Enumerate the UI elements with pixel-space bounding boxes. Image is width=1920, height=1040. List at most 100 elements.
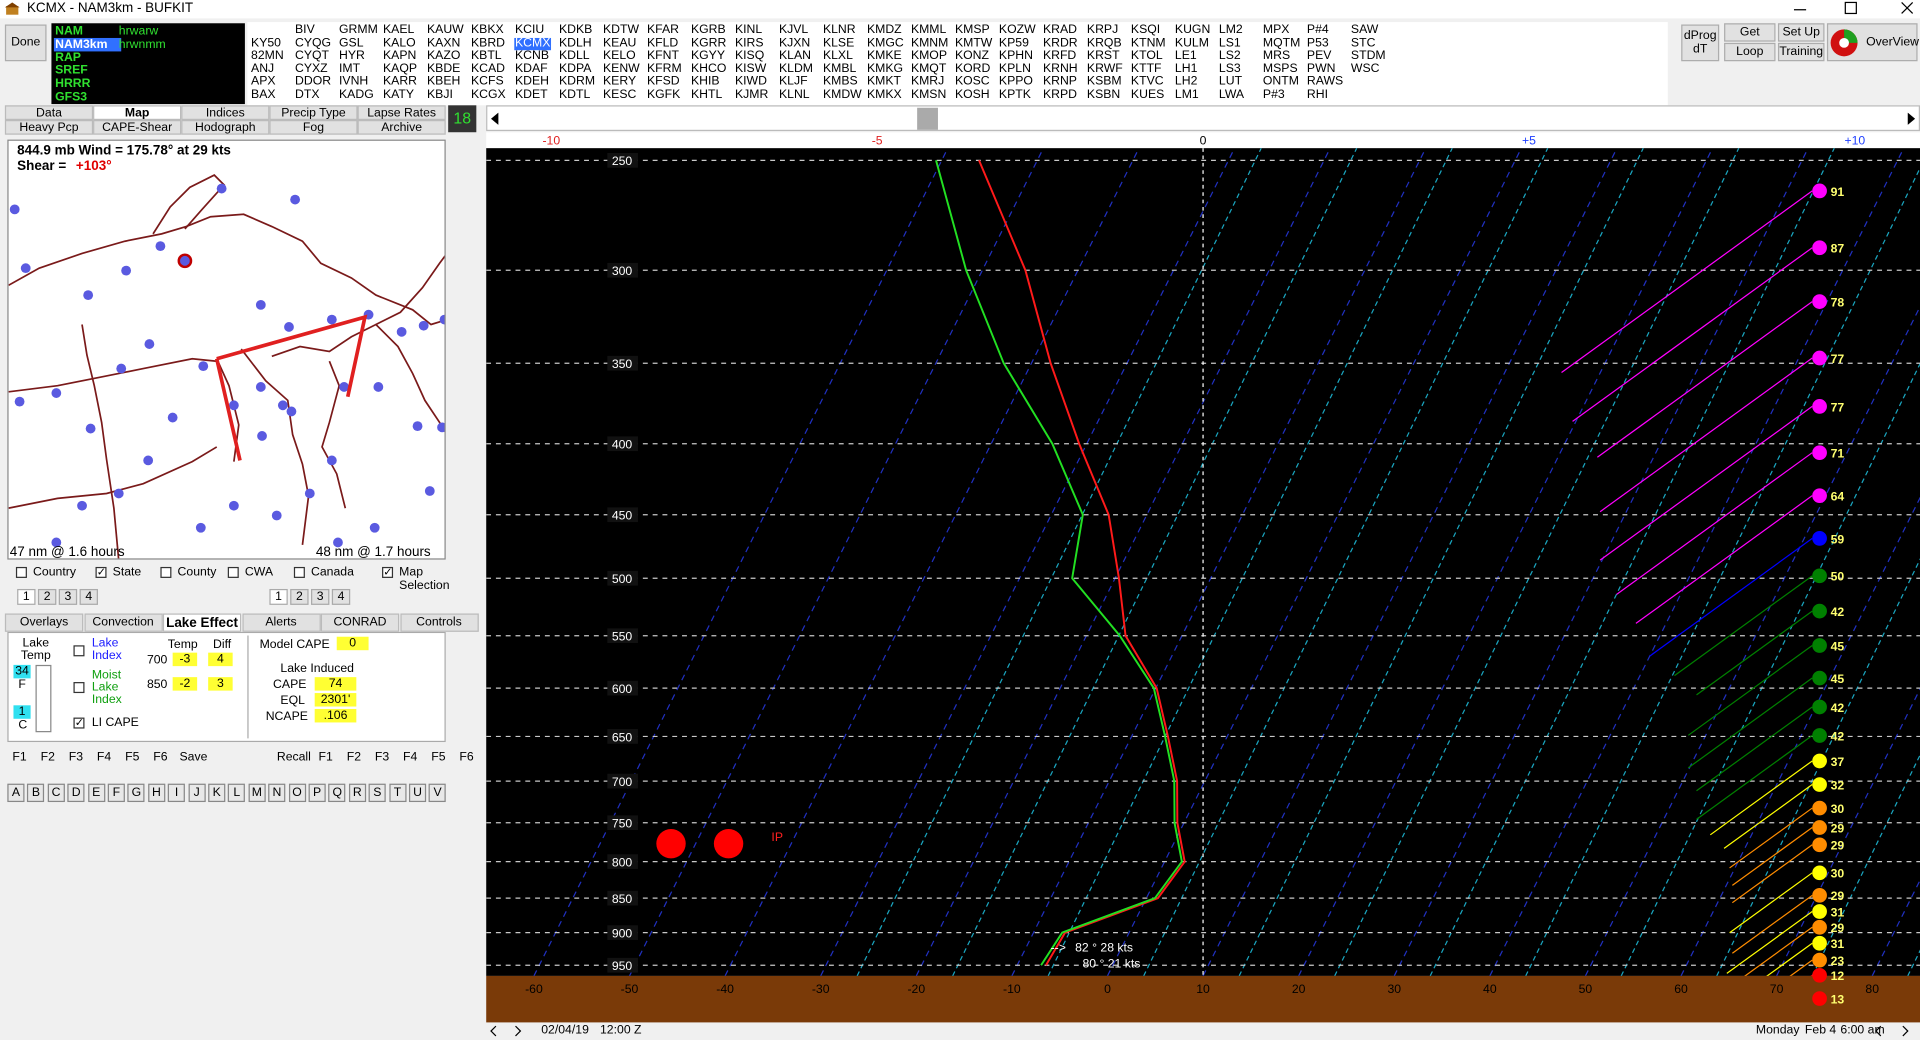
letter-key[interactable]: I [167,783,186,803]
function-key[interactable]: F4 [96,750,112,765]
model-item[interactable]: RAP [55,50,81,65]
station[interactable]: KMSP [954,23,990,37]
station[interactable]: KPLN [998,62,1031,76]
scroll-arrows[interactable] [489,1025,526,1037]
station[interactable]: IVNH [339,75,369,89]
station[interactable]: LWA [1218,88,1245,102]
station[interactable]: KLNL [778,88,810,102]
function-key[interactable]: F1 [12,750,27,765]
letter-key[interactable]: H [147,783,166,803]
tab[interactable]: Archive [357,120,446,135]
station[interactable]: KRAD [1042,23,1077,37]
page-button[interactable]: 2 [37,588,57,605]
station[interactable]: KONZ [954,49,989,63]
station[interactable]: KPPO [998,75,1033,89]
station[interactable]: KRST [1086,49,1120,63]
station[interactable]: KRFD [1042,49,1077,63]
station[interactable]: P53 [1306,36,1329,50]
station[interactable]: CYQT [295,49,330,63]
station[interactable]: KMOP [910,49,948,63]
station[interactable]: KSBN [1086,88,1121,102]
page-button[interactable]: 2 [290,588,309,605]
station[interactable]: KPHN [998,49,1033,63]
station[interactable]: KCNB [514,49,550,63]
station[interactable]: KDET [514,88,548,102]
station[interactable]: KFSD [646,75,680,89]
station[interactable]: STDM [1350,49,1386,63]
station[interactable]: KMRJ [910,75,945,89]
station[interactable]: PWN [1306,62,1336,76]
station[interactable]: KINL [734,23,763,37]
layer-checkbox[interactable]: ✓ [382,565,394,578]
station[interactable]: KTNM [1130,36,1166,50]
station[interactable]: KAZO [427,49,461,63]
layer-checkbox[interactable] [15,566,27,578]
letter-key[interactable]: F [107,783,125,803]
page-button[interactable]: 3 [311,588,330,605]
model-item[interactable]: SREF [55,64,88,78]
station[interactable]: KAUW [427,23,464,37]
function-key[interactable]: F4 [403,750,418,765]
station[interactable]: WSC [1350,62,1380,76]
station[interactable]: KJXN [778,36,811,50]
dprog-button[interactable]: dProg dT [1681,24,1720,62]
station[interactable]: KERY [602,75,637,89]
model-item[interactable]: NAM [55,24,83,38]
panel-tab[interactable]: Overlays [4,613,84,632]
letter-key[interactable]: J [188,783,206,803]
station[interactable]: KELO [602,49,636,63]
station[interactable]: KENW [602,62,640,76]
function-key[interactable]: F1 [318,750,333,765]
station[interactable]: KULM [1174,36,1209,50]
layer-checkbox[interactable] [293,566,305,578]
station[interactable]: KUES [1130,88,1165,102]
station[interactable]: KMDZ [866,23,902,37]
station[interactable]: KFNT [646,49,679,63]
station[interactable]: KBEH [427,75,461,89]
moist-lake-index-checkbox[interactable] [73,682,85,694]
letter-key[interactable]: G [127,783,145,803]
tab[interactable]: Hodograph [181,120,270,135]
function-key[interactable]: F2 [346,750,362,765]
station[interactable]: KMML [910,23,947,37]
window-controls[interactable] [1793,0,1920,18]
station[interactable]: KLNR [822,23,856,37]
station[interactable]: KHCO [690,62,727,76]
submodel-item[interactable]: hrwarw [118,24,159,38]
station[interactable]: KLXL [822,49,853,63]
station[interactable]: KIWD [734,75,767,89]
station[interactable]: KISW [734,62,767,76]
station[interactable]: LM1 [1174,88,1199,102]
tab[interactable]: Map [93,105,182,121]
station[interactable]: KMDW [822,88,862,102]
station[interactable]: KISQ [734,49,765,63]
tab[interactable]: Heavy Pcp [4,120,94,135]
station[interactable]: KFAR [646,23,679,37]
letter-key[interactable]: C [47,783,65,803]
letter-key[interactable]: P [308,783,326,803]
map-panel[interactable]: 844.9 mb Wind = 175.78° at 29 kts Shear … [7,139,446,560]
station[interactable]: LE1 [1174,49,1197,63]
done-button[interactable]: Done [4,24,47,62]
station[interactable]: KMKE [866,49,902,63]
station[interactable]: KORD [954,62,991,76]
station[interactable]: KEAU [602,36,637,50]
letter-key[interactable]: E [87,783,105,803]
station[interactable]: RHI [1306,88,1329,102]
station[interactable]: KPTK [998,88,1031,102]
layer-checkbox[interactable] [227,566,239,578]
function-key[interactable]: F6 [153,750,168,765]
station[interactable]: P#4 [1306,23,1329,37]
station[interactable]: IMT [339,62,361,76]
function-key[interactable]: F2 [40,750,55,765]
station[interactable]: KGRB [690,23,726,37]
station[interactable]: LUT [1218,75,1243,89]
station[interactable]: DTX [295,88,320,102]
station[interactable]: STC [1350,36,1376,50]
station[interactable]: KCMX [513,36,552,50]
station[interactable]: KADG [339,88,374,102]
slider-right-arrow[interactable] [1907,112,1917,125]
panel-tab[interactable]: Controls [399,613,479,632]
station[interactable]: KMNM [910,36,949,50]
station[interactable]: KRDR [1042,36,1078,50]
